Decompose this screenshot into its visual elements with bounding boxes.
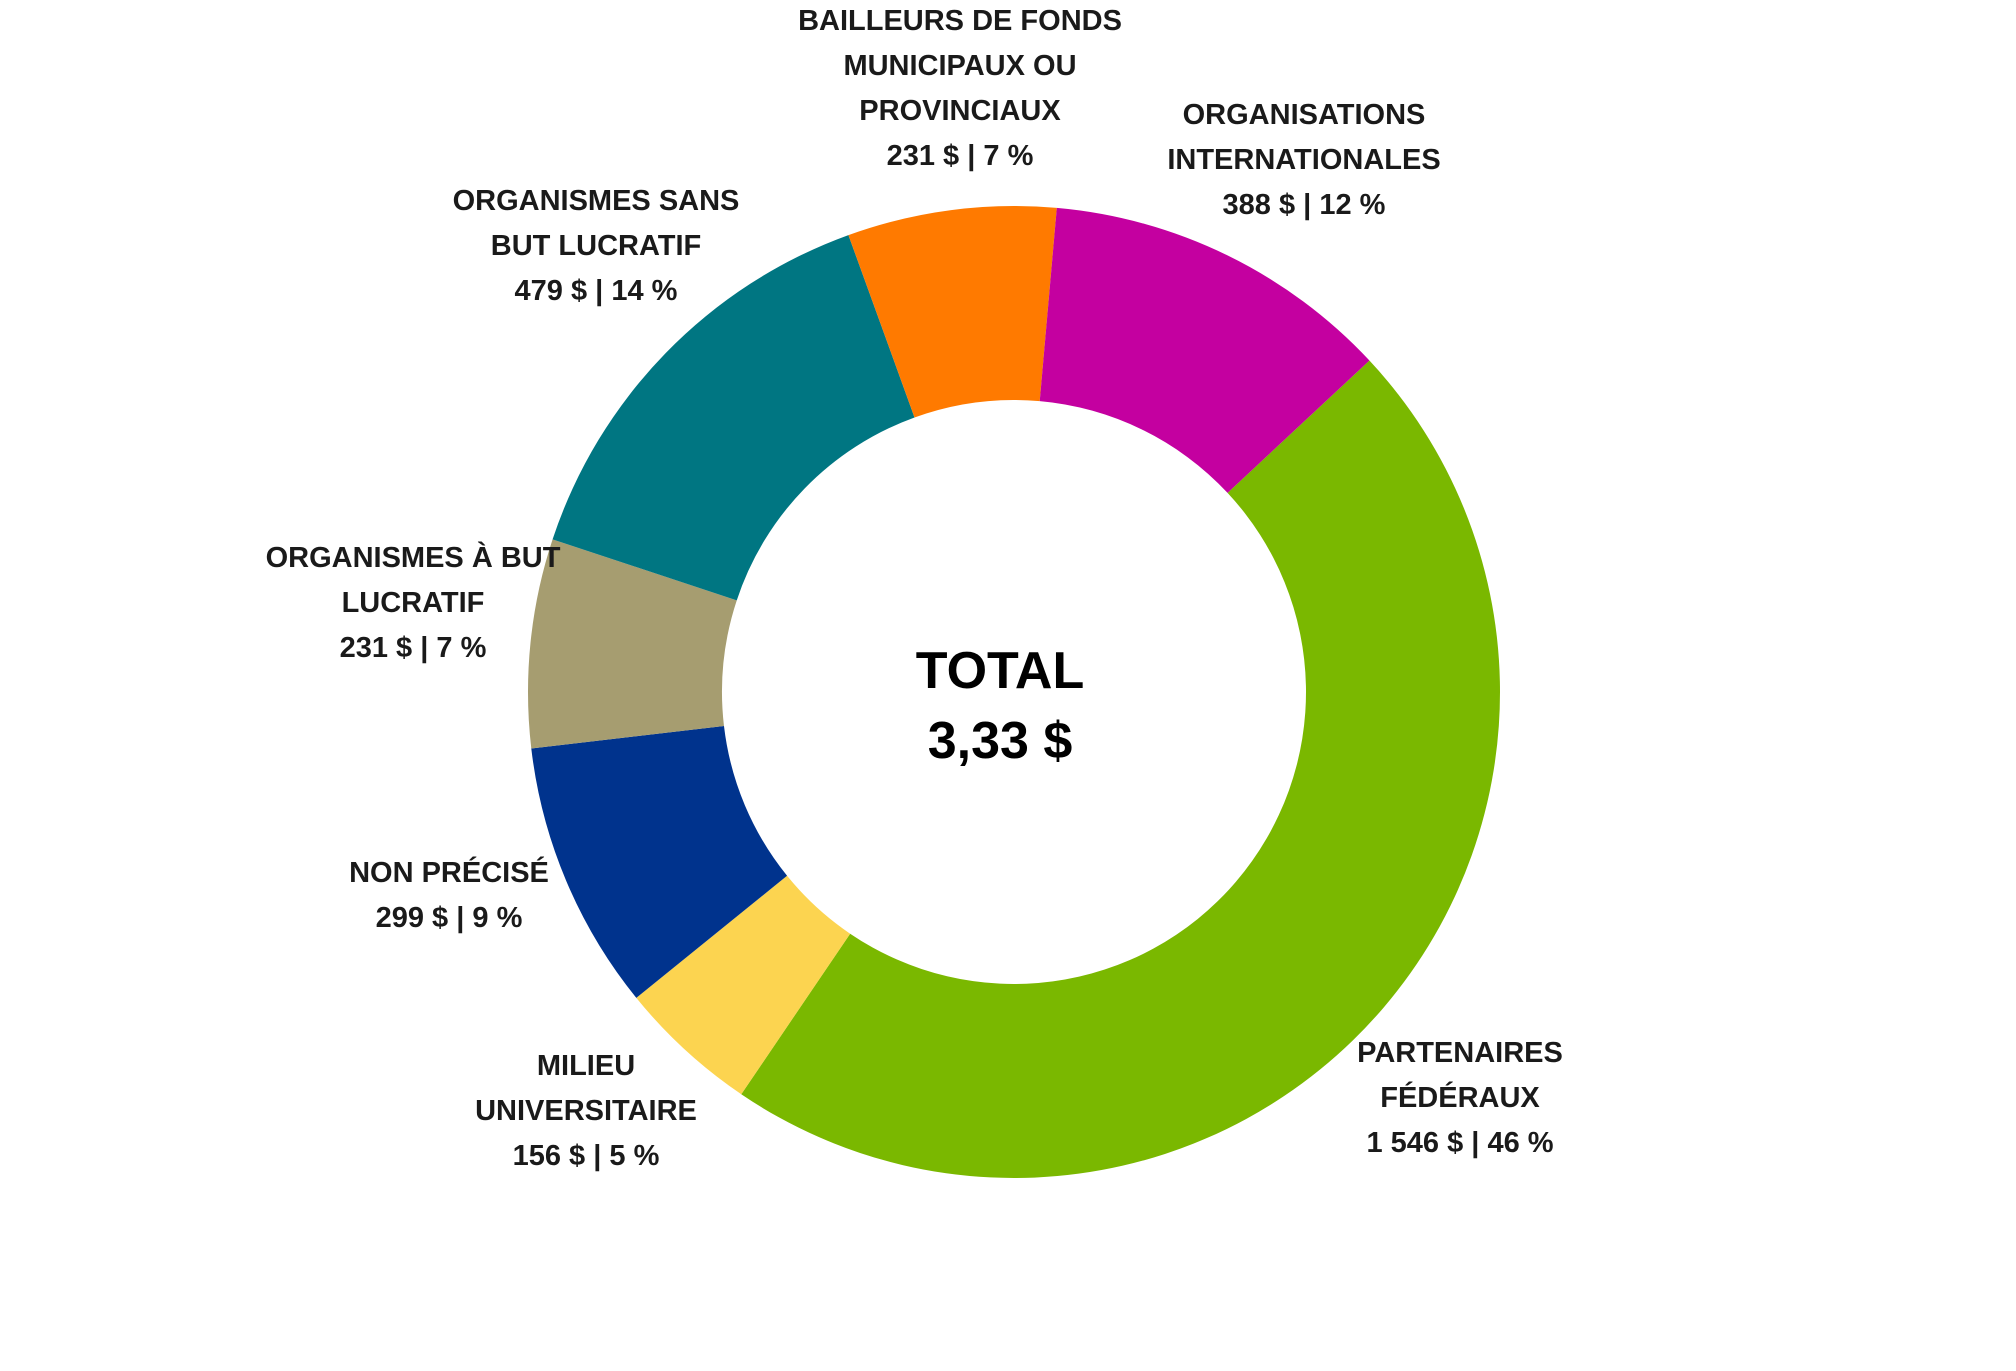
slice-4 xyxy=(552,235,915,601)
center-title: TOTAL xyxy=(916,642,1085,700)
slice-label-0: PARTENAIRES FÉDÉRAUX 1 546 $ | 46 % xyxy=(1357,1037,1563,1159)
slice-3 xyxy=(528,539,737,749)
slice-name-label: PARTENAIRES xyxy=(1357,1037,1563,1069)
center-total: TOTAL 3,33 $ xyxy=(916,642,1085,770)
slice-name-label: ORGANISMES SANS xyxy=(453,185,740,217)
slice-label-1: MILIEU UNIVERSITAIRE 156 $ | 5 % xyxy=(475,1050,697,1172)
slice-value-label: 388 $ | 12 % xyxy=(1223,189,1386,221)
slice-name-label: ORGANISATIONS xyxy=(1183,99,1426,131)
slice-label-4: ORGANISMES SANS BUT LUCRATIF 479 $ | 14 % xyxy=(453,185,740,307)
slice-name-label: NON PRÉCISÉ xyxy=(349,855,549,889)
slice-name-label: FÉDÉRAUX xyxy=(1380,1080,1540,1114)
slice-6 xyxy=(1039,207,1370,493)
slice-name-label: LUCRATIF xyxy=(342,587,485,619)
slice-label-5: BAILLEURS DE FONDS MUNICIPAUX OU PROVINCIA… xyxy=(798,5,1122,172)
slice-label-2: NON PRÉCISÉ 299 $ | 9 % xyxy=(349,855,549,934)
slice-name-label: PROVINCIAUX xyxy=(859,95,1061,127)
slice-name-label: BUT LUCRATIF xyxy=(491,230,701,262)
slice-value-label: 299 $ | 9 % xyxy=(376,902,523,934)
slice-name-label: BAILLEURS DE FONDS xyxy=(798,5,1122,37)
slice-name-label: UNIVERSITAIRE xyxy=(475,1095,697,1127)
slice-value-label: 231 $ | 7 % xyxy=(887,140,1034,172)
slice-name-label: MILIEU xyxy=(537,1050,635,1082)
slice-0 xyxy=(741,360,1500,1178)
labels-layer: PARTENAIRES FÉDÉRAUX 1 546 $ | 46 % MILIEU U… xyxy=(266,5,1563,1172)
slice-value-label: 479 $ | 14 % xyxy=(515,275,678,307)
slice-value-label: 231 $ | 7 % xyxy=(340,632,487,664)
slices-layer xyxy=(528,206,1500,1178)
slice-label-3: ORGANISMES À BUT LUCRATIF 231 $ | 7 % xyxy=(266,540,561,664)
slice-name-label: INTERNATIONALES xyxy=(1167,144,1440,176)
slice-value-label: 1 546 $ | 46 % xyxy=(1366,1127,1553,1159)
center-value: 3,33 $ xyxy=(928,712,1073,770)
slice-name-label: ORGANISMES À BUT xyxy=(266,540,561,574)
slice-1 xyxy=(636,875,851,1095)
slice-5 xyxy=(848,206,1057,418)
slice-name-label: MUNICIPAUX OU xyxy=(843,50,1076,82)
slice-2 xyxy=(531,725,788,998)
slice-label-6: ORGANISATIONS INTERNATIONALES 388 $ | 12 % xyxy=(1167,99,1440,221)
slice-value-label: 156 $ | 5 % xyxy=(513,1140,660,1172)
